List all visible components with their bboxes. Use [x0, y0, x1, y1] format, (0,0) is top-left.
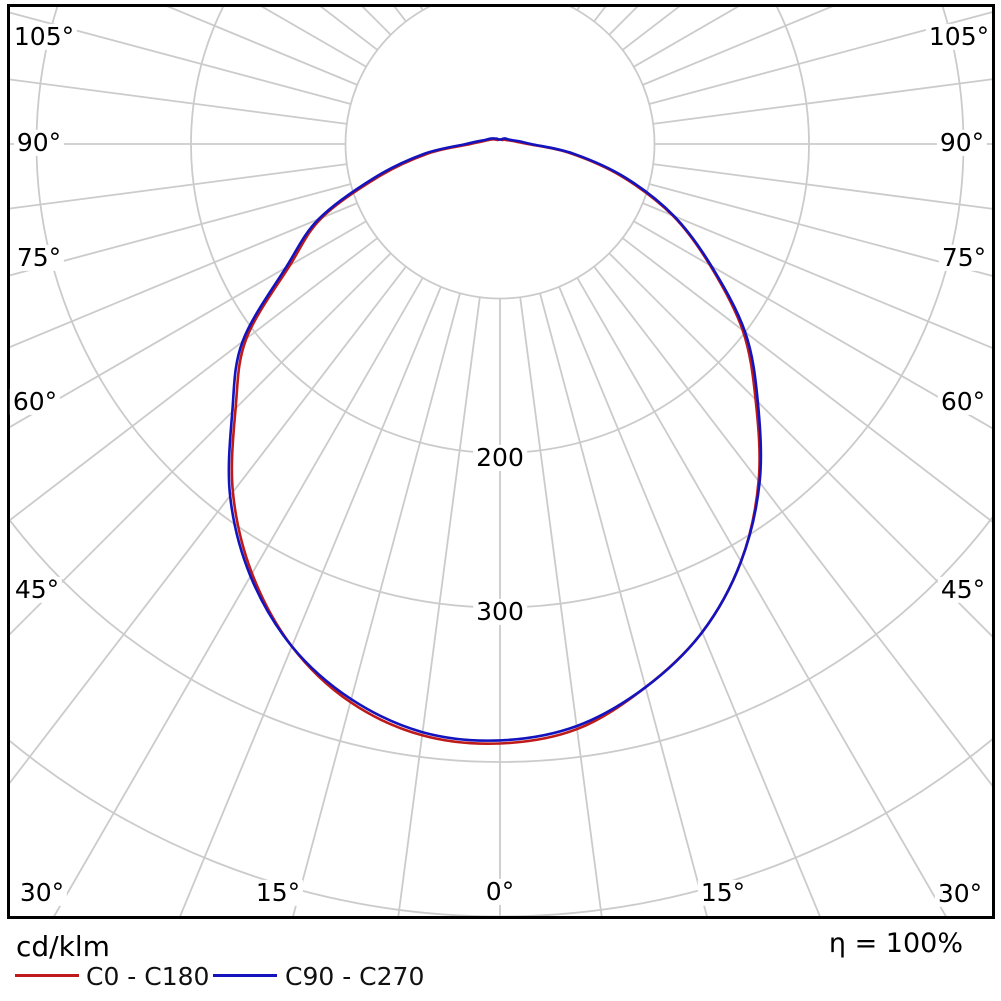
angle-label: 75°	[13, 244, 65, 272]
angle-label: 75°	[938, 244, 990, 272]
angle-label: 15°	[252, 879, 304, 907]
curve-c0-c180	[230, 138, 761, 746]
curve-c90-c270	[227, 137, 763, 742]
angle-label: 45°	[11, 576, 63, 604]
plot-frame	[7, 4, 995, 919]
legend-unit-label: cd/klm	[16, 930, 110, 963]
radial-tick-label: 200	[473, 444, 527, 472]
efficiency-label: η = 100%	[828, 928, 963, 959]
angle-label: 30°	[16, 879, 68, 907]
radial-tick-label: 300	[473, 598, 527, 626]
angle-label: 105°	[10, 23, 78, 51]
legend-label-c0-c180: C0 - C180	[86, 962, 210, 991]
legend-line-c0-c180	[15, 974, 79, 977]
legend-label-c90-c270: C90 - C270	[285, 962, 425, 991]
angle-label: 45°	[937, 576, 989, 604]
legend-line-c90-c270	[213, 974, 277, 977]
angle-label: 15°	[697, 879, 749, 907]
angle-label: 30°	[934, 880, 986, 908]
angle-label: 105°	[925, 23, 993, 51]
angle-label: 90°	[936, 129, 988, 157]
angle-label: 60°	[937, 388, 989, 416]
angle-label: 90°	[13, 129, 65, 157]
intensity-curves	[227, 137, 763, 746]
angle-label: 0°	[482, 878, 518, 906]
angle-label: 60°	[9, 388, 61, 416]
